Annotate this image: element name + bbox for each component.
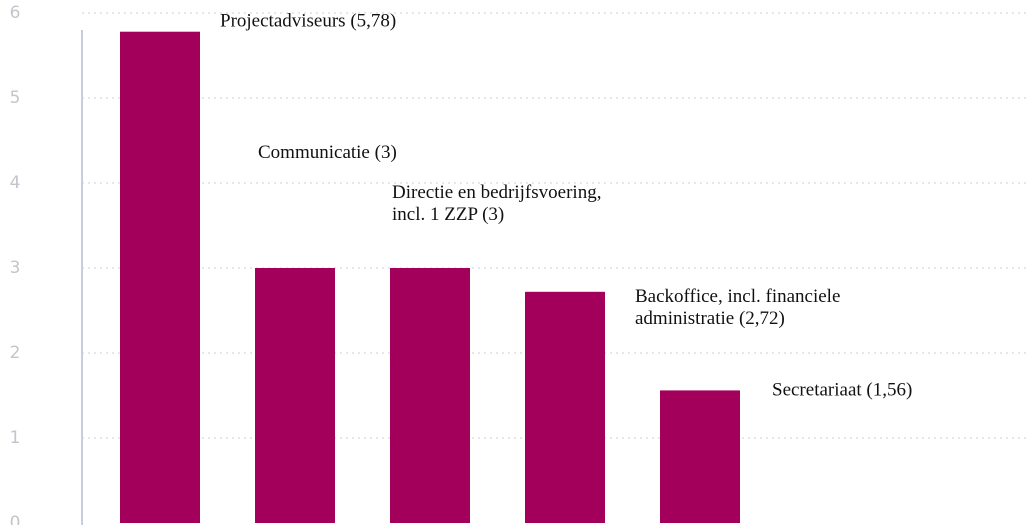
- bar: [660, 390, 740, 523]
- y-tick-label: 6: [10, 3, 21, 23]
- bar-label: Communicatie (3): [258, 142, 397, 163]
- bar: [255, 268, 335, 523]
- bar-label: Directie en bedrijfsvoering, incl. 1 ZZP …: [392, 182, 601, 225]
- y-tick-label: 4: [10, 173, 21, 193]
- bar: [390, 268, 470, 523]
- y-tick-label: 3: [10, 258, 21, 278]
- bar-label: Secretariaat (1,56): [772, 379, 912, 400]
- bar: [120, 31, 200, 523]
- y-tick-label: 5: [10, 88, 21, 108]
- bar: [525, 291, 605, 523]
- bar-label: Projectadviseurs (5,78): [220, 11, 396, 32]
- y-tick-label: 0: [10, 513, 21, 525]
- y-tick-label: 2: [10, 343, 21, 363]
- y-tick-label: 1: [10, 428, 21, 448]
- bar-label: Backoffice, incl. financiele administrati…: [635, 286, 840, 329]
